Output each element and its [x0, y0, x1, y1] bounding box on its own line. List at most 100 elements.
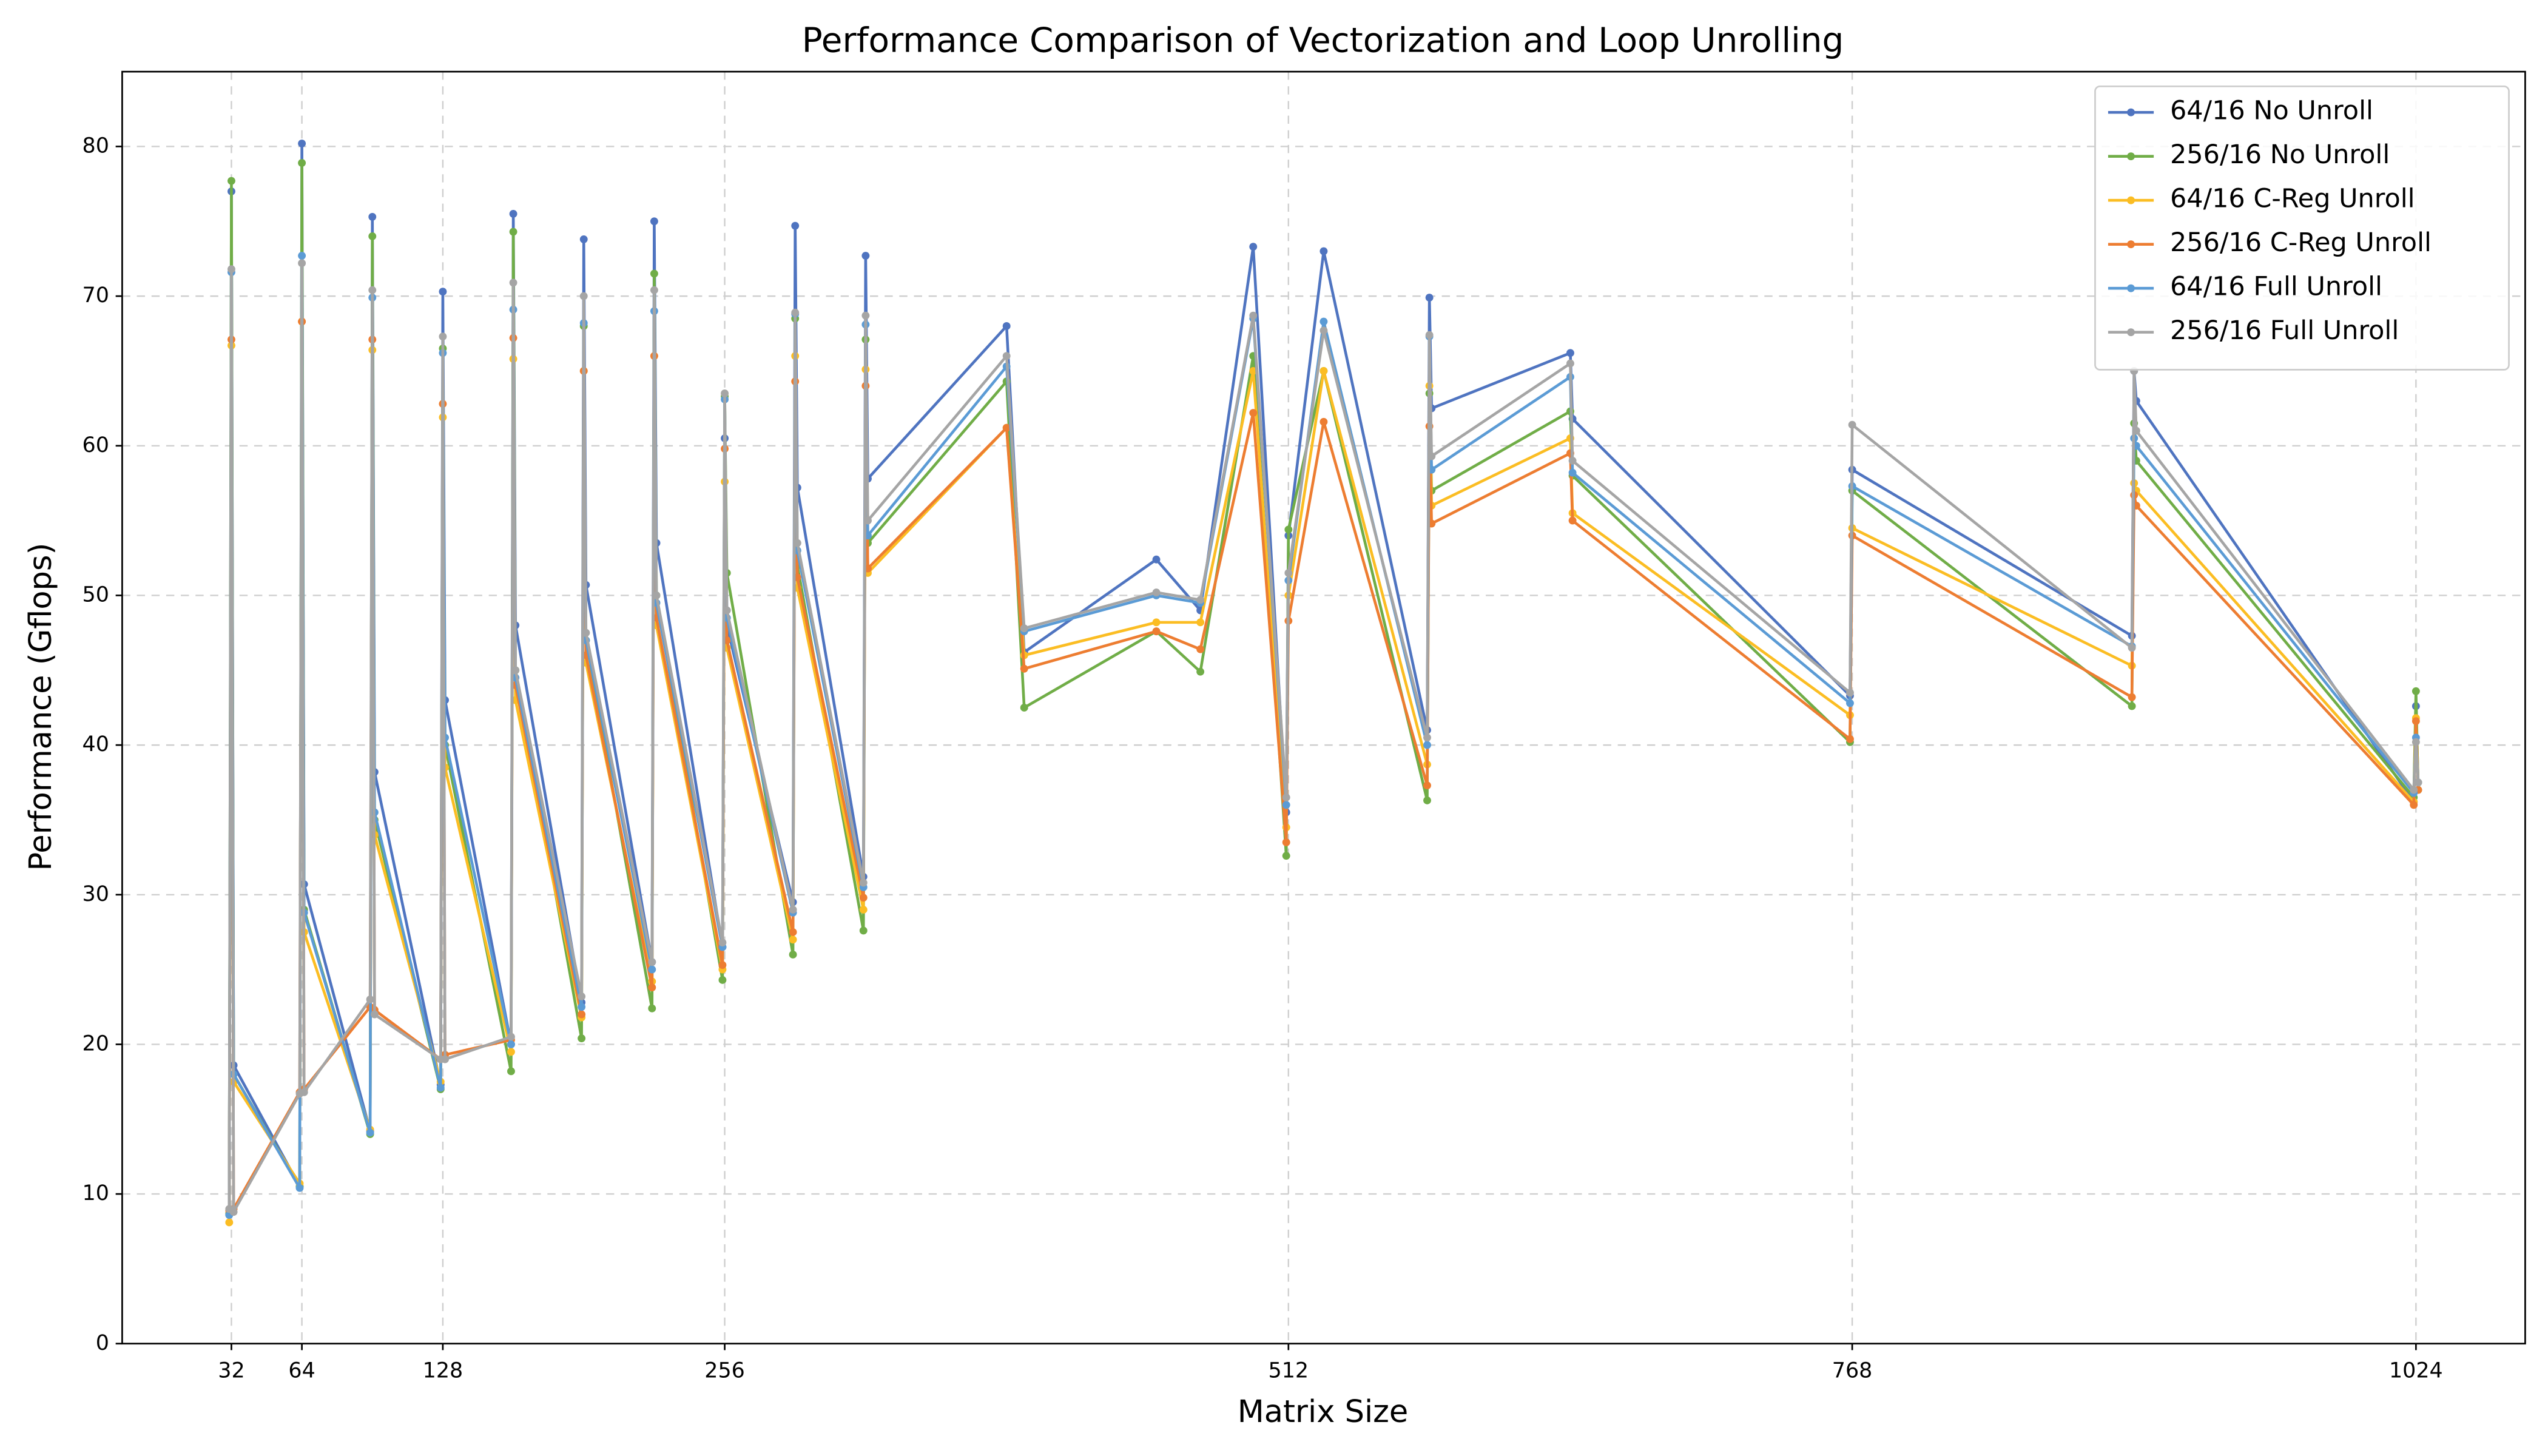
data-point: [2412, 738, 2420, 746]
data-point: [859, 926, 868, 935]
data-point: [1320, 367, 1328, 375]
x-tick-label: 512: [1269, 1358, 1309, 1383]
data-point: [1152, 588, 1161, 596]
data-point: [578, 1010, 586, 1019]
data-point: [648, 983, 656, 992]
data-point: [2128, 644, 2136, 652]
data-point: [1249, 367, 1258, 375]
data-point: [721, 389, 729, 397]
plot-frame: [121, 70, 2526, 1345]
data-point: [439, 332, 447, 341]
data-point: [225, 1218, 234, 1227]
data-point: [1423, 781, 1431, 790]
data-point: [718, 939, 727, 947]
data-point: [789, 950, 797, 959]
data-point: [368, 212, 377, 221]
y-tick-label: 40: [83, 732, 109, 757]
data-point: [1423, 796, 1431, 804]
data-point: [650, 286, 658, 294]
data-point: [1320, 247, 1328, 255]
data-point: [1249, 311, 1258, 320]
data-point: [1425, 294, 1434, 302]
x-tick-label: 768: [1832, 1358, 1873, 1383]
data-point: [648, 958, 656, 966]
data-point: [859, 894, 868, 902]
legend-marker: [2127, 196, 2135, 204]
data-point: [1020, 704, 1028, 712]
data-point: [298, 252, 306, 260]
data-point: [2132, 426, 2140, 435]
data-point: [1284, 525, 1293, 534]
data-point: [648, 965, 656, 974]
data-point: [370, 1010, 379, 1019]
legend-box: [2094, 85, 2510, 371]
y-tick-label: 0: [96, 1331, 109, 1355]
data-point: [723, 606, 731, 615]
data-point: [1196, 645, 1205, 653]
data-point: [1568, 516, 1577, 525]
data-point: [1152, 627, 1161, 636]
data-point: [1320, 417, 1328, 426]
data-point: [1020, 664, 1028, 673]
data-point: [295, 1184, 304, 1192]
data-point: [1002, 352, 1011, 360]
data-point: [229, 1208, 238, 1216]
data-point: [1425, 331, 1434, 339]
data-point: [1848, 420, 1856, 429]
data-point: [1846, 735, 1854, 743]
legend-marker: [2127, 284, 2135, 292]
legend-marker: [2127, 108, 2135, 116]
data-point: [648, 1004, 656, 1013]
data-point: [1002, 423, 1011, 432]
data-point: [579, 235, 588, 243]
data-point: [859, 878, 868, 887]
data-point: [1423, 741, 1431, 749]
legend: 64/16 No Unroll 256/16 No Unroll 64/16 C-R…: [2094, 85, 2510, 371]
data-point: [1002, 322, 1011, 330]
data-point: [1423, 733, 1431, 742]
y-tick-label: 80: [83, 133, 109, 158]
legend-label: 64/16 Full Unroll: [2170, 272, 2382, 302]
data-point: [578, 993, 586, 1000]
data-point: [650, 217, 658, 226]
data-point: [864, 516, 872, 525]
data-point: [2410, 786, 2418, 794]
data-point: [579, 292, 588, 300]
y-tick-label: 20: [83, 1031, 109, 1056]
data-point: [718, 961, 727, 969]
legend-marker: [2127, 240, 2135, 249]
y-axis-label: Performance (Gflops): [23, 543, 59, 871]
data-point: [300, 1088, 308, 1096]
data-point: [1846, 689, 1854, 697]
data-point: [1320, 326, 1328, 335]
data-point: [791, 221, 800, 230]
data-point: [1249, 409, 1258, 417]
data-point: [439, 288, 447, 296]
y-tick-label: 60: [83, 433, 109, 457]
data-point: [1196, 596, 1205, 604]
data-point: [507, 1067, 515, 1076]
y-tick-label: 30: [83, 882, 109, 906]
data-point: [1282, 801, 1290, 809]
chart-title: Performance Comparison of Vectorization …: [802, 21, 1844, 60]
x-tick-label: 128: [423, 1358, 463, 1383]
data-point: [861, 311, 870, 320]
x-tick-label: 256: [704, 1358, 745, 1383]
legend-label: 64/16 C-Reg Unroll: [2170, 184, 2415, 214]
data-point: [228, 265, 235, 274]
data-point: [861, 252, 870, 260]
data-point: [436, 1084, 445, 1092]
data-point: [507, 1033, 515, 1041]
data-point: [789, 928, 797, 936]
data-point: [1566, 359, 1574, 368]
data-point: [1282, 793, 1290, 801]
data-point: [298, 140, 306, 147]
data-point: [2414, 778, 2422, 787]
x-axis-label: Matrix Size: [1238, 1394, 1409, 1430]
legend-label: 256/16 No Unroll: [2170, 140, 2390, 170]
data-point: [2412, 717, 2420, 726]
data-point: [511, 666, 520, 675]
data-point: [789, 935, 797, 944]
